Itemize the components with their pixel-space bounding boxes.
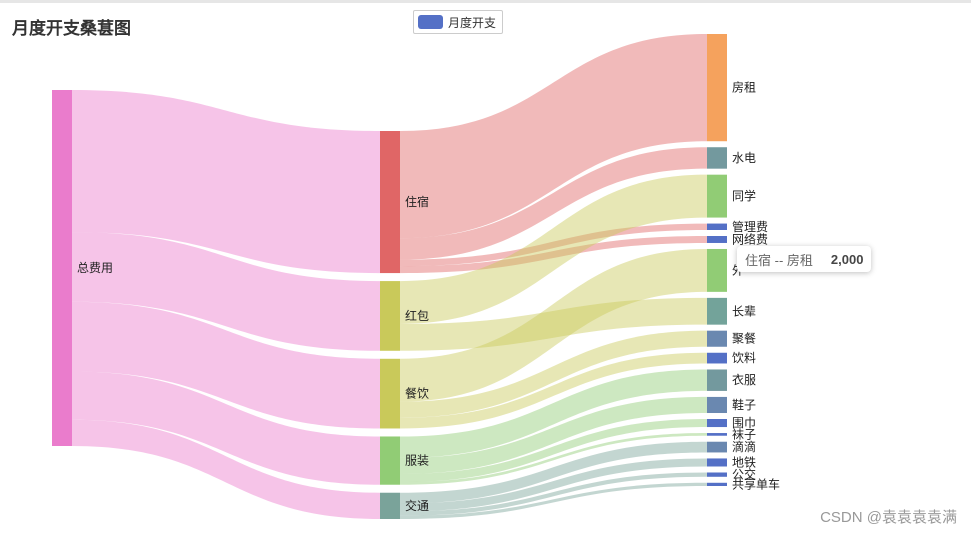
- legend[interactable]: 月度开支: [413, 10, 504, 34]
- link-总费用-交通[interactable]: [72, 419, 380, 519]
- legend-label: 月度开支: [448, 15, 497, 30]
- node-label-管理费: 管理费: [732, 219, 768, 234]
- node-label-同学: 同学: [732, 188, 756, 203]
- top-border: [0, 0, 971, 3]
- node-共享单车[interactable]: [707, 482, 727, 486]
- link-总费用-服装[interactable]: [72, 371, 380, 485]
- link-住宿-房租[interactable]: [400, 34, 707, 239]
- tooltip: 住宿 -- 房租 2,000: [737, 246, 872, 272]
- link-总费用-餐饮[interactable]: [72, 301, 380, 429]
- node-饮料[interactable]: [707, 352, 727, 364]
- link-交通-滴滴[interactable]: [400, 441, 707, 504]
- node-衣服[interactable]: [707, 369, 727, 391]
- link-红包-同学[interactable]: [400, 174, 707, 324]
- link-总费用-红包[interactable]: [72, 232, 380, 351]
- node-label-交通: 交通: [405, 498, 429, 513]
- node-label-饮料: 饮料: [732, 351, 756, 365]
- link-餐饮-聚餐[interactable]: [400, 330, 707, 418]
- link-住宿-水电[interactable]: [400, 147, 707, 260]
- node-管理费[interactable]: [707, 223, 727, 230]
- link-服装-衣服[interactable]: [400, 369, 707, 458]
- node-聚餐[interactable]: [707, 330, 727, 347]
- node-label-服装: 服装: [405, 454, 429, 468]
- link-服装-袜子[interactable]: [400, 433, 707, 485]
- link-服装-围巾[interactable]: [400, 419, 707, 483]
- watermark: CSDN @袁袁袁袁满: [820, 509, 957, 526]
- node-长辈[interactable]: [707, 297, 727, 325]
- node-label-水电: 水电: [732, 151, 756, 165]
- node-label-总费用: 总费用: [77, 261, 113, 275]
- node-滴滴[interactable]: [707, 441, 727, 453]
- node-鞋子[interactable]: [707, 396, 727, 414]
- node-餐饮[interactable]: [380, 358, 400, 429]
- node-总费用[interactable]: [52, 90, 72, 446]
- node-同学[interactable]: [707, 174, 727, 218]
- link-餐饮-外[interactable]: [400, 248, 707, 402]
- node-label-衣服: 衣服: [732, 372, 756, 387]
- node-袜子[interactable]: [707, 433, 727, 436]
- node-红包[interactable]: [380, 281, 400, 351]
- link-交通-共享单车[interactable]: [400, 482, 707, 519]
- node-网络费[interactable]: [707, 236, 727, 243]
- node-label-红包: 红包: [405, 308, 429, 323]
- sankey-links: [72, 34, 707, 519]
- node-label-鞋子: 鞋子: [732, 397, 756, 412]
- node-住宿[interactable]: [380, 131, 400, 274]
- link-红包-长辈[interactable]: [400, 297, 707, 351]
- node-label-滴滴: 滴滴: [732, 439, 756, 454]
- link-总费用-住宿[interactable]: [72, 90, 380, 274]
- node-公交[interactable]: [707, 472, 727, 477]
- node-label-房租: 房租: [732, 80, 756, 95]
- node-label-网络费: 网络费: [732, 231, 768, 246]
- node-label-袜子: 袜子: [732, 427, 756, 441]
- node-交通[interactable]: [380, 492, 400, 519]
- link-住宿-网络费[interactable]: [400, 236, 707, 274]
- node-地铁[interactable]: [707, 458, 727, 467]
- node-label-地铁: 地铁: [732, 455, 756, 469]
- node-label-聚餐: 聚餐: [732, 331, 756, 346]
- node-label-长辈: 长辈: [732, 304, 756, 318]
- node-水电[interactable]: [707, 147, 727, 169]
- node-label-围巾: 围巾: [732, 416, 756, 430]
- link-服装-鞋子[interactable]: [400, 396, 707, 475]
- node-房租[interactable]: [707, 34, 727, 142]
- link-交通-公交[interactable]: [400, 472, 707, 516]
- sankey-nodes: [52, 34, 727, 519]
- node-label-共享单车: 共享单车: [732, 476, 780, 491]
- node-label-公交: 公交: [732, 467, 756, 482]
- link-餐饮-饮料[interactable]: [400, 352, 707, 429]
- node-label-餐饮: 餐饮: [405, 386, 429, 401]
- link-交通-地铁[interactable]: [400, 458, 707, 512]
- tooltip-name: 住宿 -- 房租: [745, 252, 813, 268]
- link-住宿-管理费[interactable]: [400, 223, 707, 267]
- node-外[interactable]: [707, 248, 727, 292]
- node-围巾[interactable]: [707, 419, 727, 428]
- node-label-住宿: 住宿: [405, 194, 429, 209]
- chart-title: 月度开支桑葚图: [12, 19, 131, 38]
- node-服装[interactable]: [380, 436, 400, 485]
- tooltip-value: 2,000: [830, 251, 864, 267]
- legend-swatch: [418, 15, 443, 29]
- sankey-labels: 总费用住宿红包餐饮服装交通房租水电同学管理费网络费外长辈聚餐饮料衣服鞋子围巾袜子…: [77, 80, 780, 513]
